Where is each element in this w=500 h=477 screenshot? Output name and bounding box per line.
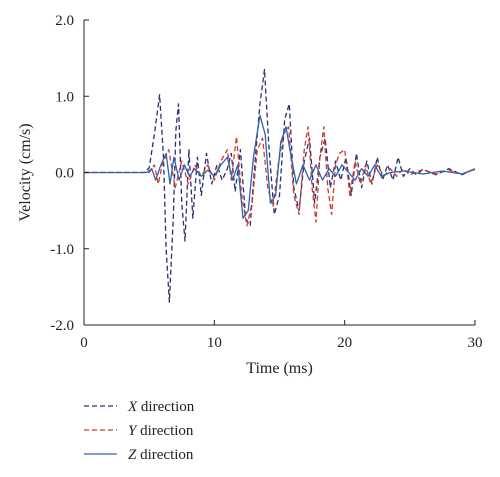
y-tick-label: 2.0 [55,13,74,29]
legend-label-x: X direction [127,399,195,415]
axes: 2.0 1.0 0.0 -1.0 -2.0 0 10 20 30 Time (ms) Velocit… [17,13,483,377]
legend-text: direction [136,447,194,463]
legend-label-z: Z direction [128,447,194,463]
x-tick-label: 20 [337,335,352,351]
x-tick-label: 0 [80,335,88,351]
series-line-y [84,126,476,227]
y-tick-label: -2.0 [50,318,74,334]
legend-text: direction [137,399,195,415]
legend-text: direction [136,423,194,439]
y-tick-label: 1.0 [55,89,74,105]
series-line-z [84,114,476,219]
x-tick-label: 30 [468,335,483,351]
legend-var: X [127,399,138,415]
y-tick-label: 0.0 [55,166,74,182]
series-line-x [84,68,476,303]
y-axis-title: Velocity (cm/s) [17,123,34,221]
plot-area [84,68,476,303]
legend-label-y: Y direction [128,423,194,439]
y-tick-label: -1.0 [50,242,74,258]
legend-var: Y [128,423,138,439]
legend-var: Z [128,447,137,463]
x-tick-label: 10 [207,335,222,351]
x-axis-title: Time (ms) [246,360,313,377]
